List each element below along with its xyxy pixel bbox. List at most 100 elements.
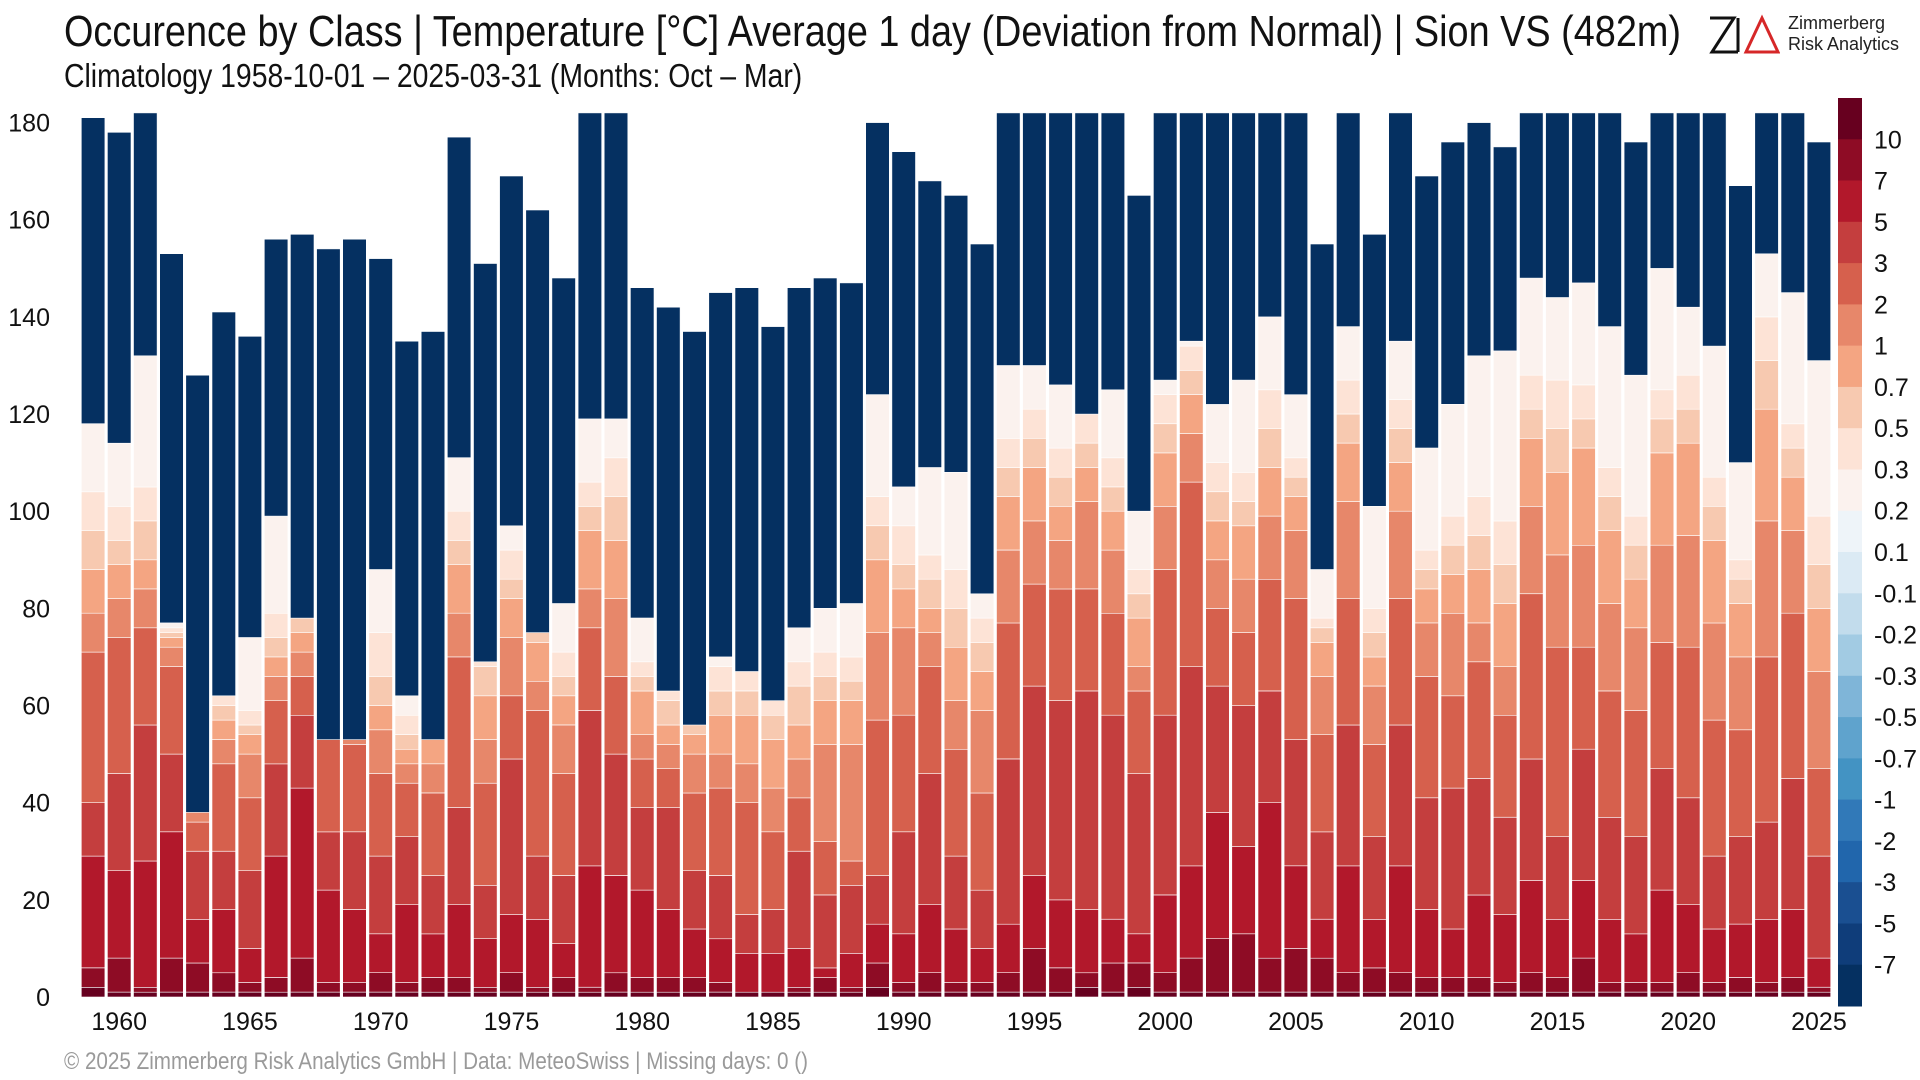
y-tick-label: 180: [8, 110, 50, 138]
bar-segment: [159, 831, 184, 959]
legend-label: 0.1: [1874, 539, 1909, 567]
bar-segment: [1414, 676, 1439, 799]
bar-segment: [1780, 778, 1805, 910]
bar-segment: [839, 860, 864, 886]
x-tick-label: 2010: [1399, 1008, 1455, 1036]
bar-segment: [107, 637, 132, 774]
bar-segment: [1571, 748, 1596, 881]
bar-segment: [446, 136, 472, 459]
bar-segment: [1231, 525, 1256, 580]
bar-segment: [551, 277, 576, 604]
x-tick-label: 1980: [614, 1008, 670, 1036]
bar-segment: [1048, 447, 1073, 478]
bar-segment: [1310, 676, 1335, 736]
bar-segment: [1126, 933, 1152, 964]
bar-segment: [1310, 831, 1335, 920]
y-tick-label: 20: [22, 887, 50, 915]
bar-segment: [1205, 685, 1230, 813]
bar-segment: [211, 909, 236, 974]
bar-segment: [1676, 797, 1701, 905]
bar-segment: [1257, 515, 1282, 580]
legend-label: -0.1: [1874, 580, 1917, 608]
bar-segment: [394, 904, 419, 983]
bar-segment: [1649, 768, 1675, 891]
bar-segment: [1100, 991, 1125, 998]
bar-segment: [1336, 413, 1361, 444]
bar-segment: [630, 287, 655, 619]
legend-color-swatch: [1838, 923, 1862, 966]
bar-segment: [1649, 991, 1675, 998]
bar-segment: [159, 991, 184, 998]
bar-segment: [1414, 909, 1439, 978]
legend-color-swatch: [1838, 139, 1862, 182]
bar-segment: [1126, 569, 1152, 595]
bar-segment: [996, 622, 1021, 760]
bar-segment: [1153, 714, 1178, 896]
bar-segment: [1205, 608, 1230, 687]
bar-segment: [1231, 933, 1256, 993]
bar-segment: [525, 918, 550, 988]
bar-segment: [446, 904, 472, 978]
bar-segment: [1362, 918, 1387, 969]
legend-color-swatch: [1838, 98, 1862, 140]
bar-segment: [760, 952, 785, 993]
legend-label: -5: [1874, 911, 1896, 939]
bar-segment: [630, 758, 655, 808]
bar-segment: [1414, 549, 1439, 570]
bar-segment: [446, 510, 472, 541]
bar-segment: [159, 253, 184, 624]
bar-segment: [996, 549, 1021, 624]
bar-segment: [1022, 948, 1047, 993]
bar-segment: [656, 807, 681, 910]
bar-segment: [1179, 369, 1204, 395]
legend-label: -2: [1874, 828, 1896, 856]
footer-credits: © 2025 Zimmerberg Risk Analytics GmbH | …: [64, 1048, 808, 1075]
bar-segment: [577, 986, 602, 993]
legend-label: 1: [1874, 333, 1888, 361]
bar-segment: [1571, 991, 1596, 998]
bar-segment: [159, 666, 184, 755]
bar-segment: [473, 991, 498, 998]
bar-segment: [891, 933, 916, 983]
bar-segment: [996, 496, 1021, 551]
bar-segment: [185, 918, 210, 964]
bar-segment: [499, 695, 524, 760]
bar-segment: [368, 676, 393, 706]
bar-segment: [551, 676, 576, 697]
bar-segment: [1780, 447, 1805, 478]
bar-segment: [1728, 923, 1753, 978]
bar-segment: [1676, 442, 1701, 536]
bar-segment: [1257, 389, 1282, 429]
bar-segment: [133, 627, 158, 726]
bar-segment: [1545, 918, 1570, 978]
legend-label: 0.5: [1874, 415, 1909, 443]
bar-segment: [1310, 617, 1335, 629]
bar-segment: [1362, 234, 1387, 507]
bar-segment: [1806, 855, 1831, 959]
bar-segment: [420, 331, 446, 740]
legend-label: -0.5: [1874, 704, 1917, 732]
bar-segment: [1257, 112, 1282, 318]
bar-segment: [1597, 982, 1622, 993]
bar-segment: [917, 554, 942, 580]
bar-segment: [473, 263, 498, 663]
bar-segment: [107, 773, 132, 871]
bar-segment: [185, 962, 210, 993]
bar-segment: [1519, 437, 1544, 507]
bar-segment: [1440, 787, 1465, 930]
bar-segment: [630, 734, 655, 760]
bar-segment: [1205, 991, 1230, 998]
bar-segment: [1519, 758, 1544, 881]
bar-segment: [1754, 982, 1779, 993]
bar-segment: [969, 243, 995, 595]
legend-label: 2: [1874, 291, 1888, 319]
bar-segment: [1310, 642, 1335, 677]
bar-segment: [682, 734, 707, 755]
bar-segment: [368, 933, 393, 973]
bar-segment: [1466, 535, 1492, 570]
bar-segment: [81, 986, 106, 998]
bar-segment: [1126, 962, 1152, 988]
bar-segment: [1414, 991, 1439, 998]
bar-segment: [1754, 918, 1779, 983]
bar-segment: [1466, 894, 1492, 978]
